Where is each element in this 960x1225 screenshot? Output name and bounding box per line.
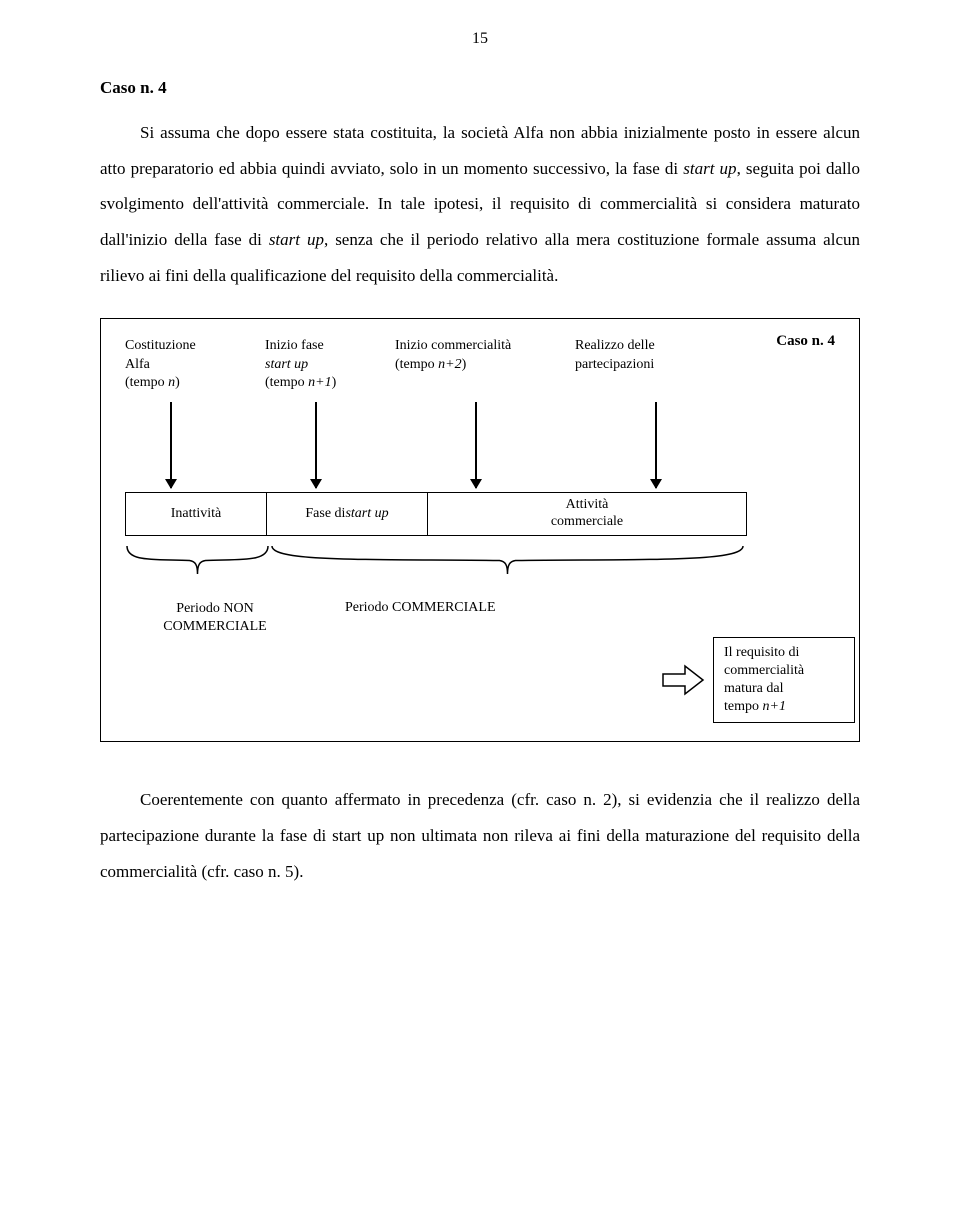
para2-pre: Coerentemente con quanto affermato in pr… — [140, 790, 517, 809]
event-3-line1: Inizio commercialità — [395, 338, 511, 353]
bracket-row — [125, 544, 835, 594]
event-3-line2-pre: (tempo — [395, 357, 438, 372]
result-l3: matura dal — [724, 681, 783, 696]
para2-it2: start up — [332, 826, 384, 845]
arrow-1 — [170, 402, 172, 488]
result-l1: Il requisito di — [724, 645, 799, 660]
event-2-line3-post: ) — [332, 375, 337, 390]
para1-italic-2: start up — [269, 230, 324, 249]
para2-it1: cfr — [517, 790, 535, 809]
figure-box: Caso n. 4 Costituzione Alfa (tempo n) In… — [100, 318, 860, 742]
bracket-1 — [125, 544, 270, 578]
event-3-line2-it: n+2 — [438, 357, 461, 372]
event-1-line3-post: ) — [175, 375, 180, 390]
phase-1: Inattività — [126, 493, 267, 535]
phase-1-label: Inattività — [171, 506, 222, 523]
para2-post: . caso n. 5). — [225, 862, 303, 881]
paragraph-2: Coerentemente con quanto affermato in pr… — [100, 782, 860, 889]
arrow-2 — [315, 402, 317, 488]
phase-2: Fase di start up — [267, 493, 428, 535]
event-1-line2: Alfa — [125, 357, 150, 372]
event-3: Inizio commercialità (tempo n+2) — [395, 337, 545, 392]
event-1-line1: Costituzione — [125, 338, 196, 353]
result-l4-it: n+1 — [763, 699, 786, 714]
event-2-line3-it: n+1 — [308, 375, 331, 390]
arrow-3 — [475, 402, 477, 488]
result-arrow-icon — [661, 662, 705, 698]
result-group: Il requisito di commercialità matura dal… — [661, 637, 855, 724]
result-l4-pre: tempo — [724, 699, 763, 714]
phase-3: Attività commerciale — [428, 493, 746, 535]
period-commerciale: Periodo COMMERCIALE — [345, 600, 496, 616]
figure-caso-label: Caso n. 4 — [776, 333, 835, 350]
events-row: Costituzione Alfa (tempo n) Inizio fase … — [125, 337, 835, 392]
para2-it3: cfr — [207, 862, 225, 881]
phase-3-line1: Attività — [566, 497, 609, 512]
period-non-commerciale: Periodo NON COMMERCIALE — [125, 600, 305, 636]
event-1: Costituzione Alfa (tempo n) — [125, 337, 235, 392]
event-4-line2: partecipazioni — [575, 357, 654, 372]
arrow-4 — [655, 402, 657, 488]
event-4: Realizzo delle partecipazioni — [575, 337, 695, 392]
bracket-2 — [270, 544, 745, 578]
event-3-line2-post: ) — [462, 357, 467, 372]
event-1-line3-pre: (tempo — [125, 375, 168, 390]
case-heading: Caso n. 4 — [100, 78, 860, 98]
phase-2-label-pre: Fase di — [305, 506, 345, 523]
paragraph-1: Si assuma che dopo essere stata costitui… — [100, 115, 860, 293]
arrows-row — [125, 402, 835, 492]
page: 15 Caso n. 4 Si assuma che dopo essere s… — [0, 0, 960, 958]
period-left-l2: COMMERCIALE — [163, 619, 266, 634]
event-4-line1: Realizzo delle — [575, 338, 655, 353]
phase-row: Inattività Fase di start up Attività com… — [125, 492, 747, 536]
result-box: Il requisito di commercialità matura dal… — [713, 637, 855, 724]
event-2: Inizio fase start up (tempo n+1) — [265, 337, 365, 392]
event-2-line1: Inizio fase — [265, 338, 324, 353]
phase-2-label-it: start up — [345, 506, 388, 523]
event-2-line3-pre: (tempo — [265, 375, 308, 390]
event-2-line2: start up — [265, 357, 308, 372]
period-labels: Periodo NON COMMERCIALE Periodo COMMERCI… — [125, 600, 835, 640]
result-l2: commercialità — [724, 663, 804, 678]
page-number: 15 — [100, 30, 860, 48]
period-left-l1: Periodo NON — [176, 601, 253, 616]
phase-3-line2: commerciale — [551, 514, 623, 529]
para1-italic-1: start up — [683, 159, 736, 178]
